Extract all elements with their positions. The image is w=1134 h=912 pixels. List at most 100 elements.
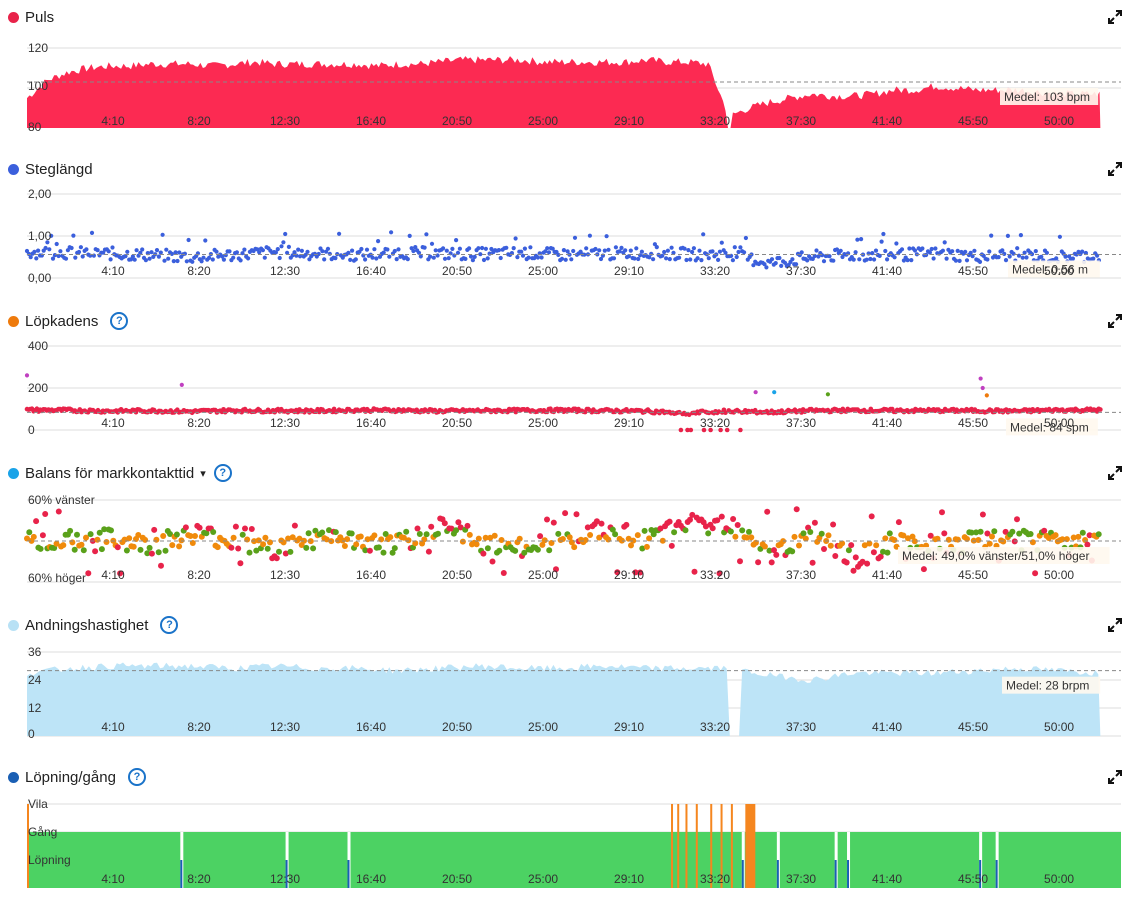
balance-point xyxy=(203,530,210,537)
stride-point xyxy=(223,253,228,258)
stride-point xyxy=(664,256,669,261)
balance-point xyxy=(67,527,74,534)
stride-point xyxy=(478,252,483,257)
x-tick-label: 12:30 xyxy=(270,568,300,582)
stride-point xyxy=(450,246,455,251)
x-tick-label: 45:50 xyxy=(958,114,988,128)
balance-point xyxy=(428,523,435,530)
stride-point xyxy=(138,250,143,255)
stride-point xyxy=(684,257,689,263)
balance-point xyxy=(405,537,412,544)
stride-point xyxy=(485,256,490,261)
balance-point xyxy=(562,510,569,517)
balance-point xyxy=(630,537,637,544)
stride-point xyxy=(1007,254,1012,259)
stride-point xyxy=(968,250,973,255)
expand-icon[interactable] xyxy=(1108,10,1122,24)
x-tick-label: 45:50 xyxy=(958,416,988,430)
dropdown-caret-icon[interactable]: ▾ xyxy=(200,467,206,480)
x-tick-label: 4:10 xyxy=(101,416,125,430)
balance-point xyxy=(668,542,675,549)
stride-point xyxy=(665,248,671,253)
expand-icon[interactable] xyxy=(1108,314,1122,328)
balance-point xyxy=(228,544,235,551)
balance-point xyxy=(303,544,310,551)
help-icon[interactable]: ? xyxy=(213,464,232,482)
balance-point xyxy=(85,570,92,577)
balance-point xyxy=(26,529,33,536)
balance-point xyxy=(475,535,482,542)
stride-point xyxy=(885,257,890,262)
expand-icon[interactable] xyxy=(1108,466,1122,480)
stride-point xyxy=(571,248,576,254)
stride-point xyxy=(651,257,656,262)
balance-point xyxy=(641,527,648,534)
stride-point xyxy=(405,257,410,262)
stride-point xyxy=(199,259,204,264)
balance-point xyxy=(537,533,544,540)
x-tick-label: 33:20 xyxy=(700,568,730,582)
balance-point xyxy=(496,547,503,554)
stride-point xyxy=(899,247,905,252)
x-tick-label: 12:30 xyxy=(270,264,300,278)
stride-point xyxy=(706,256,711,261)
stride-point xyxy=(909,258,914,263)
balance-point xyxy=(310,545,317,552)
balance-point xyxy=(71,546,78,553)
stride-point xyxy=(171,259,176,264)
stride-point xyxy=(853,250,858,255)
stride-point xyxy=(565,249,570,254)
stride-point xyxy=(690,249,695,255)
balance-point xyxy=(291,522,298,529)
panel-header: Balans för markkontakttid ▾ ? xyxy=(8,464,232,482)
expand-icon[interactable] xyxy=(1108,618,1122,632)
balance-point xyxy=(868,513,875,520)
expand-icon[interactable] xyxy=(1108,162,1122,176)
help-icon[interactable]: ? xyxy=(110,312,129,330)
stride-point xyxy=(348,257,353,262)
stride-point xyxy=(130,254,135,259)
balance-point xyxy=(130,543,137,550)
balance-point xyxy=(169,542,176,549)
balance-point xyxy=(866,540,873,547)
stride-point xyxy=(814,248,819,253)
cadence-point xyxy=(723,410,728,415)
balance-point xyxy=(852,554,859,561)
x-tick-label: 25:00 xyxy=(528,264,558,278)
y-tick-label: 0 xyxy=(28,423,35,437)
balance-point xyxy=(1041,527,1048,534)
balance-point xyxy=(939,509,945,516)
help-icon[interactable]: ? xyxy=(160,616,179,634)
x-tick-label: 12:30 xyxy=(270,416,300,430)
stride-point xyxy=(320,249,325,254)
stride-point xyxy=(677,255,682,260)
balance-point xyxy=(312,527,319,534)
balance-point xyxy=(1014,516,1020,523)
respiration-area xyxy=(27,662,1101,736)
balance-point xyxy=(158,562,164,569)
balance-point xyxy=(480,550,487,557)
balance-point xyxy=(614,569,621,576)
balance-point xyxy=(305,530,312,537)
stride-point xyxy=(602,248,607,253)
x-tick-label: 29:10 xyxy=(614,416,644,430)
stride-point xyxy=(1080,249,1085,254)
balance-point xyxy=(280,539,287,546)
balance-point xyxy=(975,537,982,543)
stride-point xyxy=(587,233,593,238)
balance-point xyxy=(718,513,725,520)
expand-icon[interactable] xyxy=(1108,770,1122,784)
balance-point xyxy=(137,546,144,553)
x-tick-label: 25:00 xyxy=(528,568,558,582)
stride-point xyxy=(667,257,672,262)
x-tick-label: 45:50 xyxy=(958,568,988,582)
balance-point xyxy=(389,549,396,556)
help-icon[interactable]: ? xyxy=(127,768,146,786)
panel-header: Steglängd xyxy=(8,160,93,178)
walk-spike xyxy=(677,804,680,888)
balance-point xyxy=(539,541,546,548)
balance-point xyxy=(255,537,262,544)
stride-point xyxy=(582,252,587,257)
stride-point xyxy=(955,248,960,253)
y-tick-label: Löpning xyxy=(28,853,71,867)
